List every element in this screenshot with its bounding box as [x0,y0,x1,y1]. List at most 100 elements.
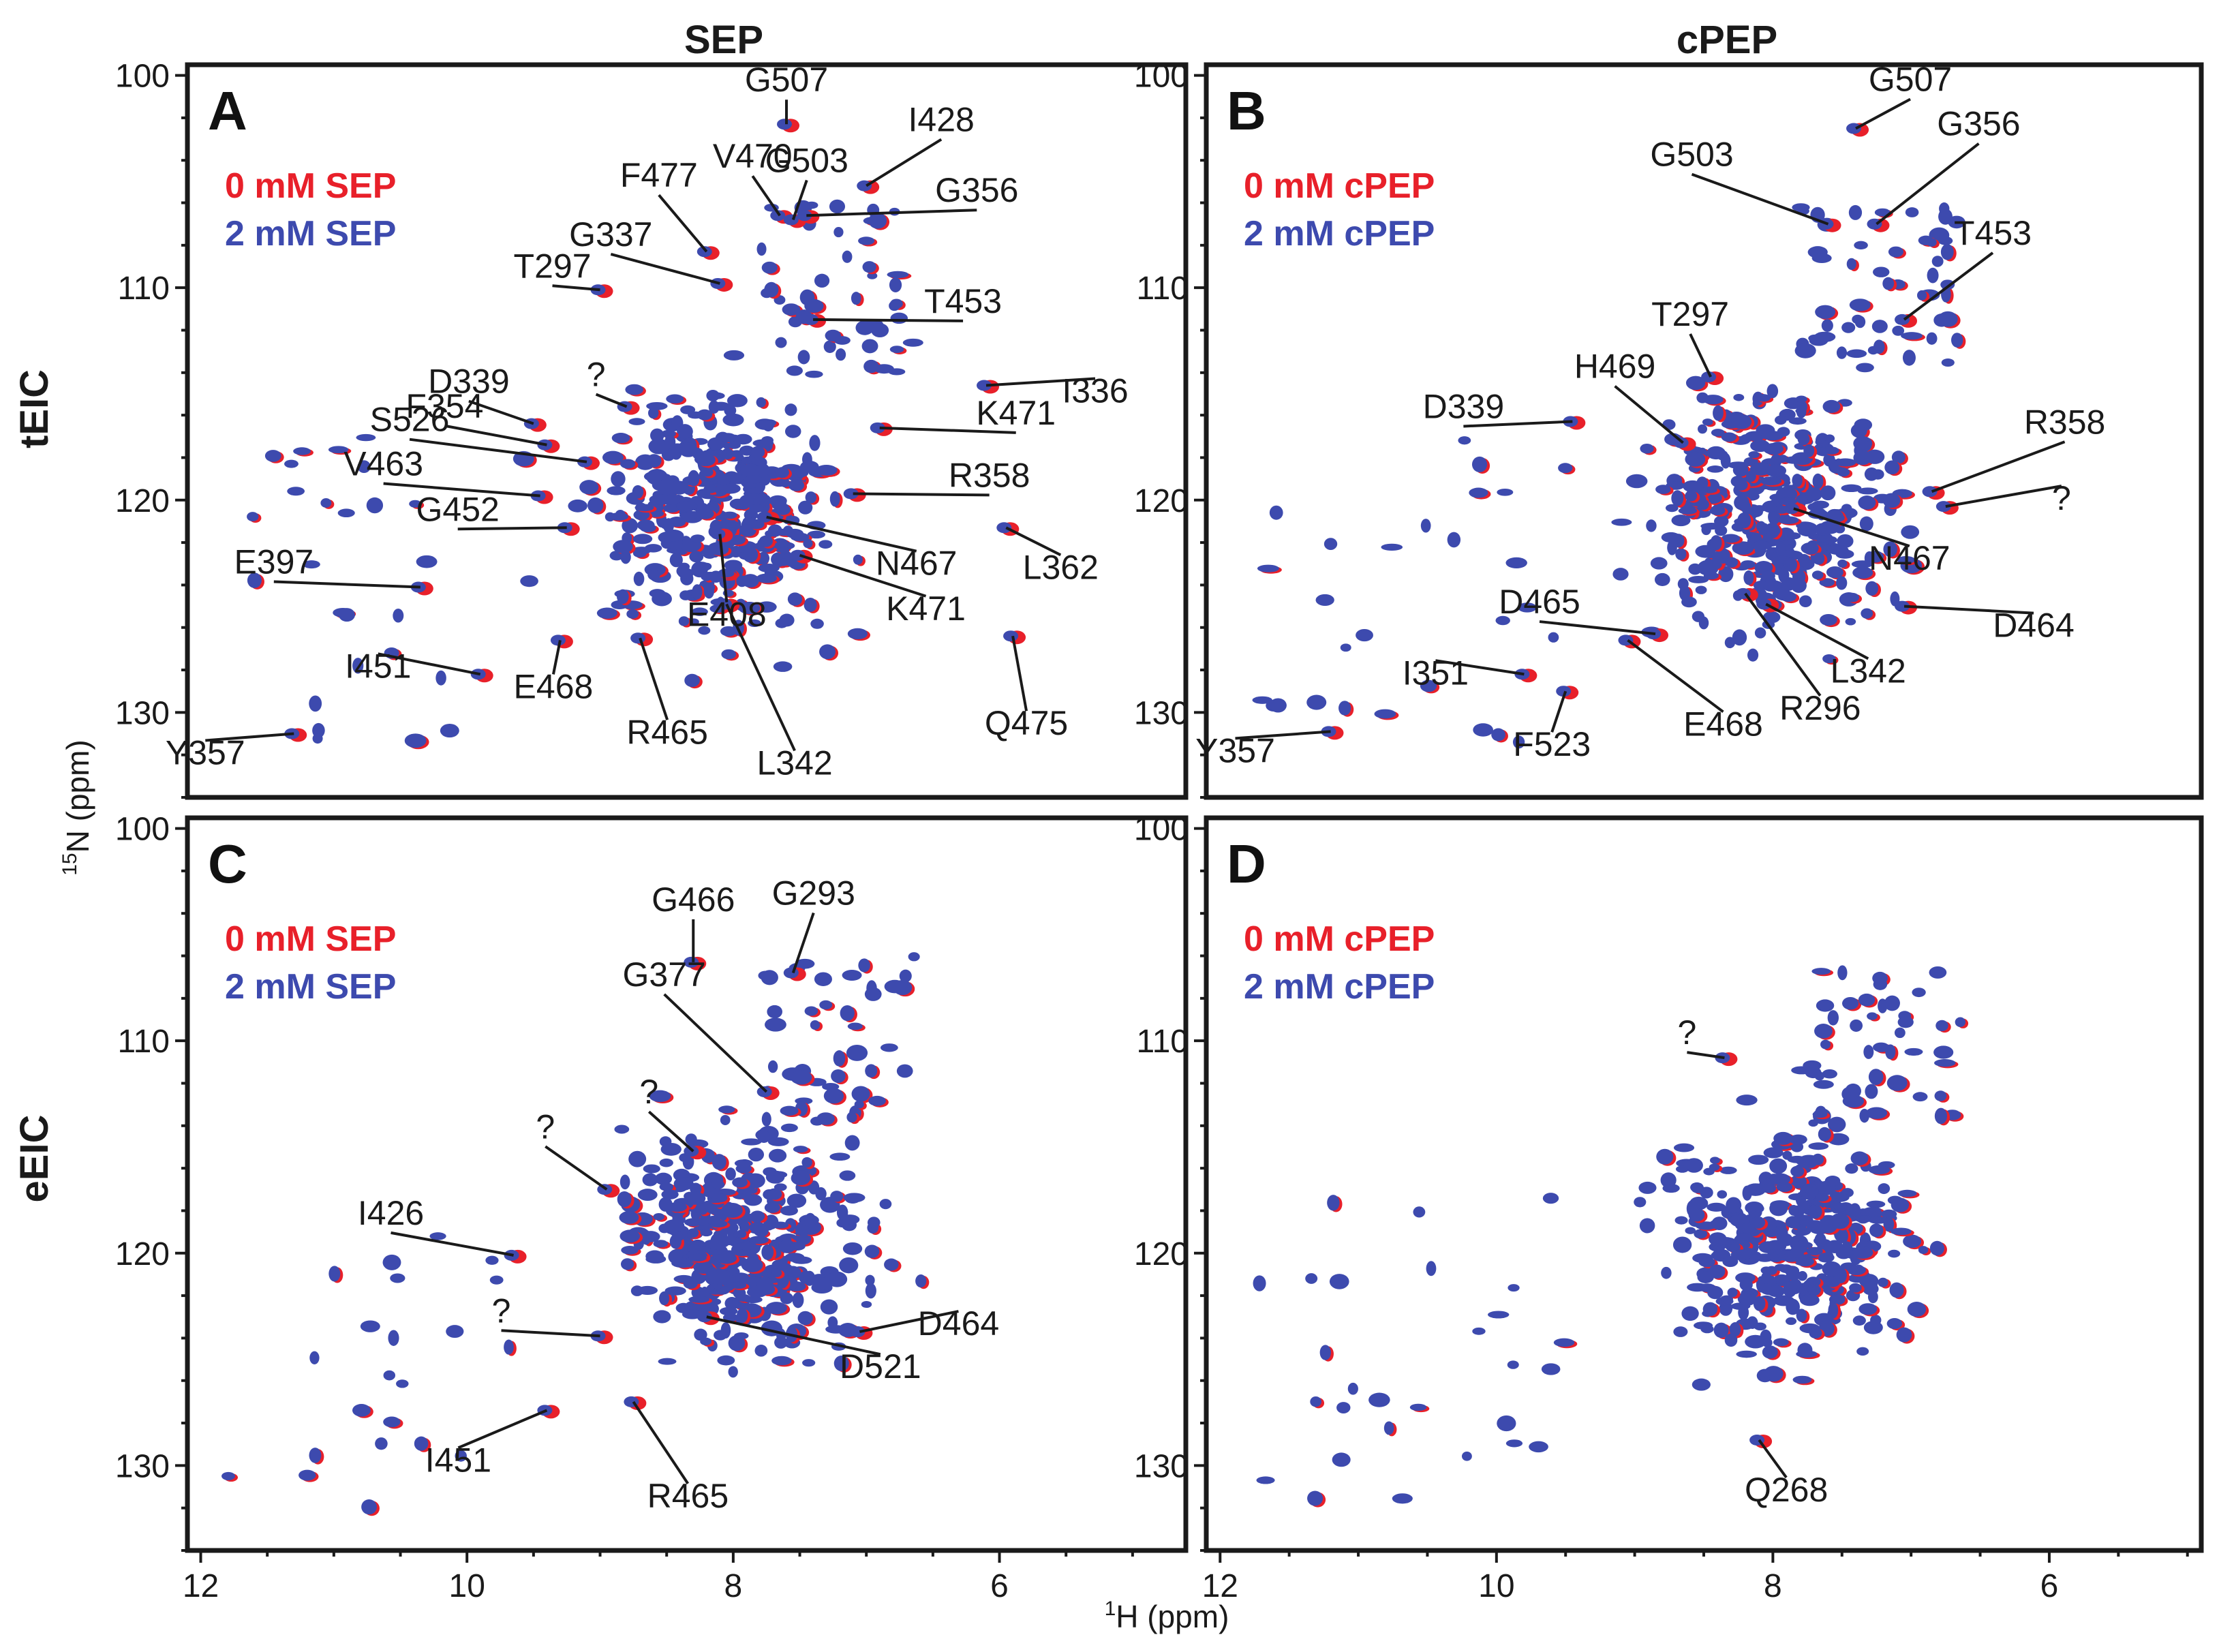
peak-bound [1257,564,1279,572]
peak-bound [637,1189,658,1202]
peak-bound [1824,434,1835,443]
peak-bound [1868,1069,1884,1085]
peak-label: ? [2052,479,2071,517]
peak-bound [617,589,629,605]
peak-bound [1698,424,1708,434]
peak-bound [1796,405,1807,418]
peak-bound [1711,1217,1728,1231]
peak-bound [1737,512,1751,529]
peak-bound [1310,1396,1322,1407]
peak-bound [375,1437,388,1450]
panel-letter: D [1227,833,1266,894]
peak-bound [1307,1490,1323,1506]
peak-label: G293 [772,874,855,912]
peak-bound [1413,1206,1426,1218]
leader-line [1903,251,1994,321]
peak-bound [1846,349,1867,358]
peak-bound [1885,1044,1896,1060]
peak-bound [721,649,737,660]
peak-bound [787,592,803,606]
peak-bound [1850,1019,1863,1032]
peak-bound [1803,1060,1822,1071]
peak-bound [1858,1303,1878,1315]
x-tick-label: 12 [1202,1568,1238,1604]
x-tick-label: 10 [1478,1568,1514,1604]
peak-bound [1541,1363,1561,1375]
leader-line [725,603,796,752]
peak-bound [1734,479,1748,491]
leader-line [853,492,990,497]
peak-bound [1763,1147,1784,1159]
peak-bound [785,528,804,538]
peak-bound [1639,1218,1655,1234]
leader-line [1550,690,1567,733]
peak-bound [722,1313,739,1322]
peak-bound [714,1330,727,1341]
peak-bound [1950,333,1963,348]
peak-bound [416,555,438,568]
x-axis-label-sup: 1 [1105,1597,1116,1620]
peak-bound [1871,320,1888,333]
peak-bound [1940,279,1955,290]
peak-bound [648,438,669,455]
peak-bound [1508,1284,1520,1292]
peak-bound [1815,305,1836,319]
peak-bound [1762,1345,1778,1359]
peak-bound [1646,519,1657,532]
peak-bound [1777,427,1790,437]
peak-bound [1846,258,1856,270]
peak-bound [284,459,299,468]
peak-bound [1905,207,1919,217]
peak-bound [1505,557,1527,569]
leader-line [1855,97,1912,130]
peak-bound [550,634,566,646]
peak-bound [684,673,700,688]
peak-bound [1675,548,1687,560]
peak-bound [1858,495,1876,510]
peak-bound [1761,1271,1771,1284]
peak-bound [1813,552,1825,565]
peak-bound [620,550,631,564]
peak-bound [614,1125,630,1134]
peak-cloud [1253,965,1969,1508]
leader-line [378,652,481,676]
peak-bound [1904,1047,1923,1056]
peak-bound [722,413,744,427]
peak-bound [1799,595,1812,608]
y-tick-label: 100 [1134,59,1189,95]
leader-line [468,399,534,425]
peak-bound [1461,1451,1472,1461]
peak-bound [1808,1204,1822,1219]
leader-line [501,1329,600,1338]
peak-bound [1692,611,1705,622]
peak-label: N467 [1869,539,1950,577]
peak-bound [1896,1327,1912,1343]
peak-bound [663,1219,685,1233]
peak-bound [607,486,626,495]
peak-bound [644,544,662,553]
peak-bound [1707,1202,1726,1212]
peak-bound [786,1193,807,1208]
peak-bound [1686,1307,1698,1319]
peak-label: G337 [569,215,652,254]
peak-bound [1835,1267,1847,1284]
peak-bound [1665,504,1679,513]
peak-bound [667,1202,688,1212]
peak-bound [1775,487,1798,502]
peak-bound [1931,256,1944,267]
annotations: G466 G293 G377?? I426? D464 D521 I451 R465 [358,874,999,1514]
peak-bound [700,1229,713,1237]
y-tick-label: 120 [115,483,170,519]
peak-bound [1340,643,1351,652]
peak-bound [756,1276,774,1293]
peak-bound [1762,1338,1773,1347]
peak-bound [1702,395,1724,405]
peak-label: K471 [886,590,966,628]
peak-bound [1869,1223,1884,1238]
peak-bound [733,1332,749,1340]
y-tick-label: 120 [115,1236,170,1272]
peak-bound [718,1105,735,1114]
peak-bound [803,538,813,549]
peak-bound [1855,440,1871,453]
